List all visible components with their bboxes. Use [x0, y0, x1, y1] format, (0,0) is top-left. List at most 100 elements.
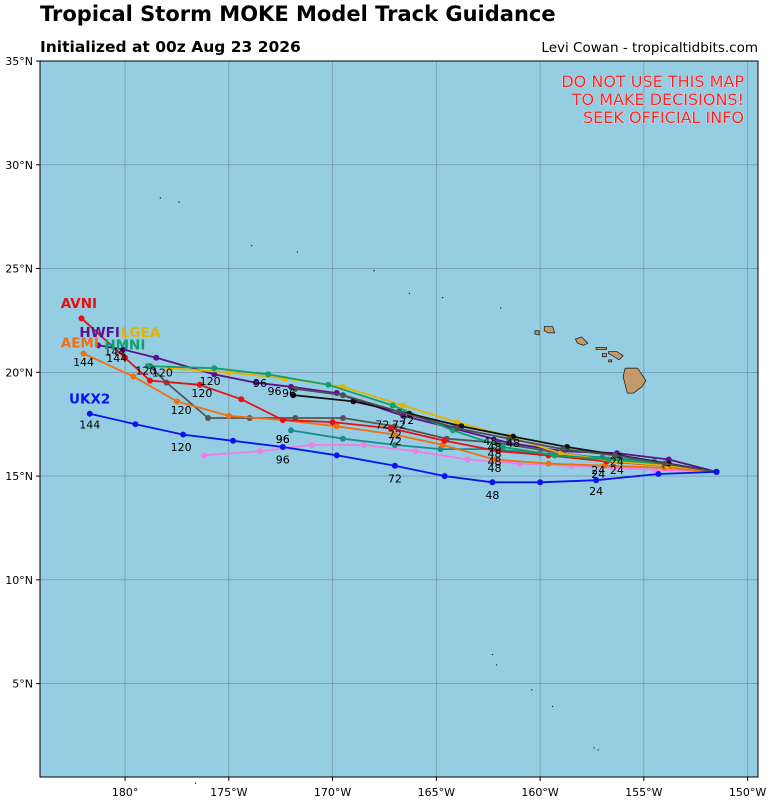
track-point — [391, 462, 398, 469]
track-point — [400, 412, 407, 419]
track-point — [489, 479, 496, 486]
forecast-hour-label: 48 — [487, 462, 501, 475]
track-point — [290, 392, 297, 399]
track-point — [180, 431, 187, 438]
track-point — [441, 473, 448, 480]
forecast-hour-label: 24 — [610, 464, 624, 477]
track-point — [256, 448, 263, 455]
forecast-hour-label: 24 — [591, 464, 605, 477]
islet — [495, 664, 498, 666]
warning-line: SEEK OFFICIAL INFO — [583, 108, 744, 127]
track-point — [225, 412, 232, 419]
track-point — [661, 460, 668, 467]
track-point — [95, 342, 102, 349]
y-tick-label: 35°N — [5, 55, 33, 68]
forecast-hour-label: 96 — [282, 387, 296, 400]
islet — [551, 705, 554, 708]
track-point — [665, 456, 672, 463]
island-lanai — [602, 353, 607, 358]
track-point — [173, 398, 180, 405]
forecast-hour-label: 24 — [591, 468, 605, 481]
islet — [441, 296, 444, 299]
x-tick-label: 150°W — [729, 786, 766, 799]
track-point — [605, 456, 612, 463]
track-point — [252, 379, 259, 386]
forecast-hour-label: 144 — [79, 418, 100, 431]
track-point — [391, 441, 398, 448]
track-point — [713, 468, 720, 475]
y-tick-label: 30°N — [5, 159, 33, 172]
forecast-hour-label: 48 — [483, 435, 497, 448]
track-point — [333, 423, 340, 430]
track-point — [499, 444, 506, 451]
forecast-hour-label: 72 — [375, 418, 389, 431]
track-point — [551, 452, 558, 459]
track-point — [387, 425, 394, 432]
model-name-hmni: HMNI — [104, 337, 145, 353]
forecast-hour-label: 96 — [276, 454, 290, 467]
x-tick-label: 165°W — [418, 786, 455, 799]
track-point — [279, 417, 286, 424]
track-point — [265, 371, 272, 378]
forecast-hour-label: 96 — [253, 377, 267, 390]
warning-line: TO MAKE DECISIONS! — [571, 90, 744, 109]
track-point — [122, 354, 129, 361]
map-frame — [39, 60, 759, 778]
track-line-avni — [80, 317, 717, 473]
track-point — [545, 460, 552, 467]
track-point — [339, 392, 346, 399]
track-point — [360, 441, 367, 448]
init-time-subtitle: Initialized at 00z Aug 23 2026 — [40, 38, 301, 56]
forecast-hour-label: 48 — [487, 456, 501, 469]
y-tick-label: 20°N — [5, 366, 33, 379]
forecast-hour-label: 120 — [191, 387, 212, 400]
track-point — [454, 419, 461, 426]
track-point — [339, 414, 346, 421]
track-point — [78, 315, 85, 322]
track-point — [144, 363, 151, 370]
island-kauai — [543, 326, 556, 334]
track-point — [325, 381, 332, 388]
islet — [531, 689, 533, 691]
track-point — [196, 381, 203, 388]
track-point — [211, 371, 218, 378]
track-point — [611, 452, 618, 459]
track-point — [464, 456, 471, 463]
track-point — [655, 470, 662, 477]
x-tick-label: 160°W — [521, 786, 558, 799]
islet — [491, 653, 494, 656]
model-name-ukx2: UKX2 — [69, 391, 110, 407]
island-niihau — [534, 330, 540, 336]
track-point — [491, 456, 498, 463]
y-tick-label: 25°N — [5, 263, 33, 276]
ocean-background — [40, 61, 758, 777]
track-point — [211, 365, 218, 372]
islet — [250, 245, 253, 247]
island-hawaii — [622, 367, 647, 394]
forecast-hour-label: 48 — [487, 441, 501, 454]
island-maui — [608, 351, 624, 361]
track-point — [146, 377, 153, 384]
x-tick-label: 155°W — [625, 786, 662, 799]
track-point — [200, 452, 207, 459]
map-title: Tropical Storm MOKE Model Track Guidance — [40, 2, 556, 26]
islet — [159, 197, 162, 199]
forecast-hour-label: 144 — [104, 346, 125, 359]
islet — [593, 747, 595, 749]
track-point — [389, 402, 396, 409]
model-name-lgea: LGEA — [121, 325, 161, 341]
islet — [296, 251, 299, 253]
island-oahu — [574, 336, 589, 346]
model-name-hwfi: HWFI — [79, 325, 119, 341]
track-point — [292, 414, 299, 421]
y-tick-label: 10°N — [5, 574, 33, 587]
forecast-hour-label: 96 — [267, 385, 281, 398]
track-point — [350, 398, 357, 405]
islet — [373, 269, 375, 272]
x-tick-label: 175°W — [210, 786, 247, 799]
model-name-avni: AVNI — [61, 296, 97, 312]
track-point — [279, 444, 286, 451]
y-tick-label: 15°N — [5, 470, 33, 483]
forecast-hour-label: 120 — [171, 441, 192, 454]
